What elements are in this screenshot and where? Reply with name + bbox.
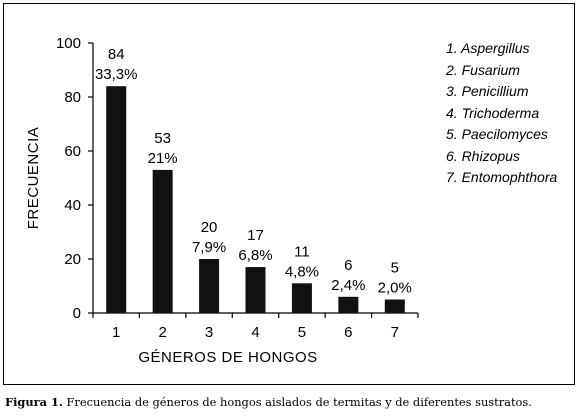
chart-bars bbox=[106, 86, 405, 313]
legend-entry: 2. Fusarium bbox=[446, 61, 520, 78]
figure-frame bbox=[3, 3, 575, 385]
bar-value-label: 20 bbox=[201, 219, 218, 236]
figure-caption: Figura 1. Frecuencia de géneros de hongo… bbox=[5, 395, 532, 409]
bar-value-label: 5 bbox=[391, 260, 399, 277]
bar-percent-label: 7,9% bbox=[192, 239, 226, 256]
bar-percent-label: 6,8% bbox=[238, 247, 272, 264]
y-tick-label: 100 bbox=[56, 35, 81, 52]
legend-entry: 7. Entomophthora bbox=[446, 169, 558, 185]
x-tick-label: 4 bbox=[251, 324, 259, 341]
y-tick-label: 0 bbox=[73, 305, 81, 322]
x-tick-label: 5 bbox=[298, 324, 306, 341]
legend-entry: 1. Aspergillus bbox=[446, 40, 530, 56]
chart-axes: 0 20 40 60 80 100 1 2 3 4 5 6 7 bbox=[56, 35, 419, 341]
bar-value-label: 84 bbox=[108, 46, 125, 63]
bar-value-label: 53 bbox=[154, 130, 171, 147]
y-tick-label: 40 bbox=[64, 197, 81, 214]
chart-legend: 1. Aspergillus 2. Fusarium 3. Penicillium 4… bbox=[446, 38, 557, 189]
x-tick-label: 2 bbox=[158, 324, 166, 341]
x-axis-title: GÉNEROS DE HONGOS bbox=[138, 349, 317, 366]
x-tick-label: 3 bbox=[205, 324, 213, 341]
bar-3 bbox=[199, 259, 220, 313]
legend-entry: 6. Rhizopus bbox=[446, 147, 520, 164]
bar-percent-label: 2,4% bbox=[331, 277, 365, 294]
bar-percent-label: 21% bbox=[148, 150, 178, 167]
caption-label: Figura 1. bbox=[5, 395, 63, 409]
bar-value-label: 17 bbox=[247, 227, 264, 244]
bar-value-label: 6 bbox=[344, 257, 352, 274]
y-tick-label: 80 bbox=[64, 89, 81, 106]
bar-2 bbox=[152, 169, 173, 313]
bar-5 bbox=[291, 283, 312, 313]
y-tick-label: 60 bbox=[64, 143, 81, 160]
caption-text: Frecuencia de géneros de hongos aislados… bbox=[62, 395, 532, 409]
bar-6 bbox=[338, 296, 359, 313]
bar-percent-label: 33,3% bbox=[95, 66, 138, 83]
bar-percent-label: 2,0% bbox=[378, 280, 412, 297]
bar-4 bbox=[245, 267, 266, 313]
bar-1 bbox=[106, 86, 127, 313]
bar-value-label: 11 bbox=[294, 243, 310, 260]
bar-percent-label: 4,8% bbox=[285, 263, 319, 280]
x-tick-label: 1 bbox=[112, 324, 120, 341]
legend-entry: 5. Paecilomyces bbox=[446, 126, 548, 142]
chart-data-labels: 84 33,3% 53 21% 20 7,9% 17 6,8% 11 4,8% 6 2,4% 5 2,0% bbox=[95, 46, 412, 296]
x-tick-label: 7 bbox=[391, 324, 399, 341]
y-tick-label: 20 bbox=[64, 251, 81, 268]
bar-7 bbox=[384, 299, 405, 313]
y-axis-title: FRECUENCIA bbox=[25, 127, 42, 230]
legend-entry: 4. Trichoderma bbox=[446, 104, 540, 121]
legend-entry: 3. Penicillium bbox=[446, 83, 529, 99]
x-tick-label: 6 bbox=[344, 324, 352, 341]
